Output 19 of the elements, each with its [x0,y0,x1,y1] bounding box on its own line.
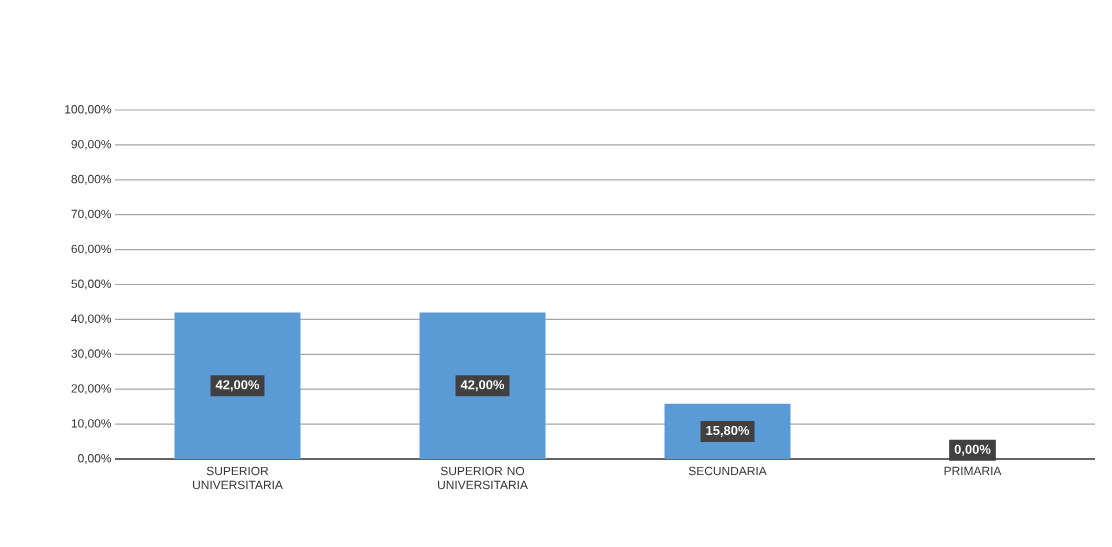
y-tick-label: 40,00% [71,314,112,325]
data-label: 42,00% [460,380,505,392]
data-label: 42,00% [215,380,260,392]
x-tick-label: SUPERIOR NO UNIVERSITARIA [438,466,528,490]
y-tick-label: 30,00% [71,349,112,360]
y-tick-label: 50,00% [71,279,112,290]
data-label: 0,00% [954,444,991,456]
y-tick-label: 10,00% [71,419,112,430]
y-tick-label: 60,00% [71,244,112,255]
y-tick-label: 80,00% [71,174,112,185]
x-tick-label: SUPERIOR UNIVERSITARIA [193,466,283,490]
y-tick-label: 70,00% [71,209,112,220]
y-tick-label: 0,00% [78,454,112,464]
y-tick-label: 20,00% [71,384,112,395]
y-tick-label: 90,00% [71,139,112,150]
data-label: 15,80% [706,425,750,437]
y-tick-label: 100,00% [65,105,112,115]
x-tick-label: PRIMARIA [944,466,1002,475]
x-tick-label: SECUNDARIA [688,466,767,476]
